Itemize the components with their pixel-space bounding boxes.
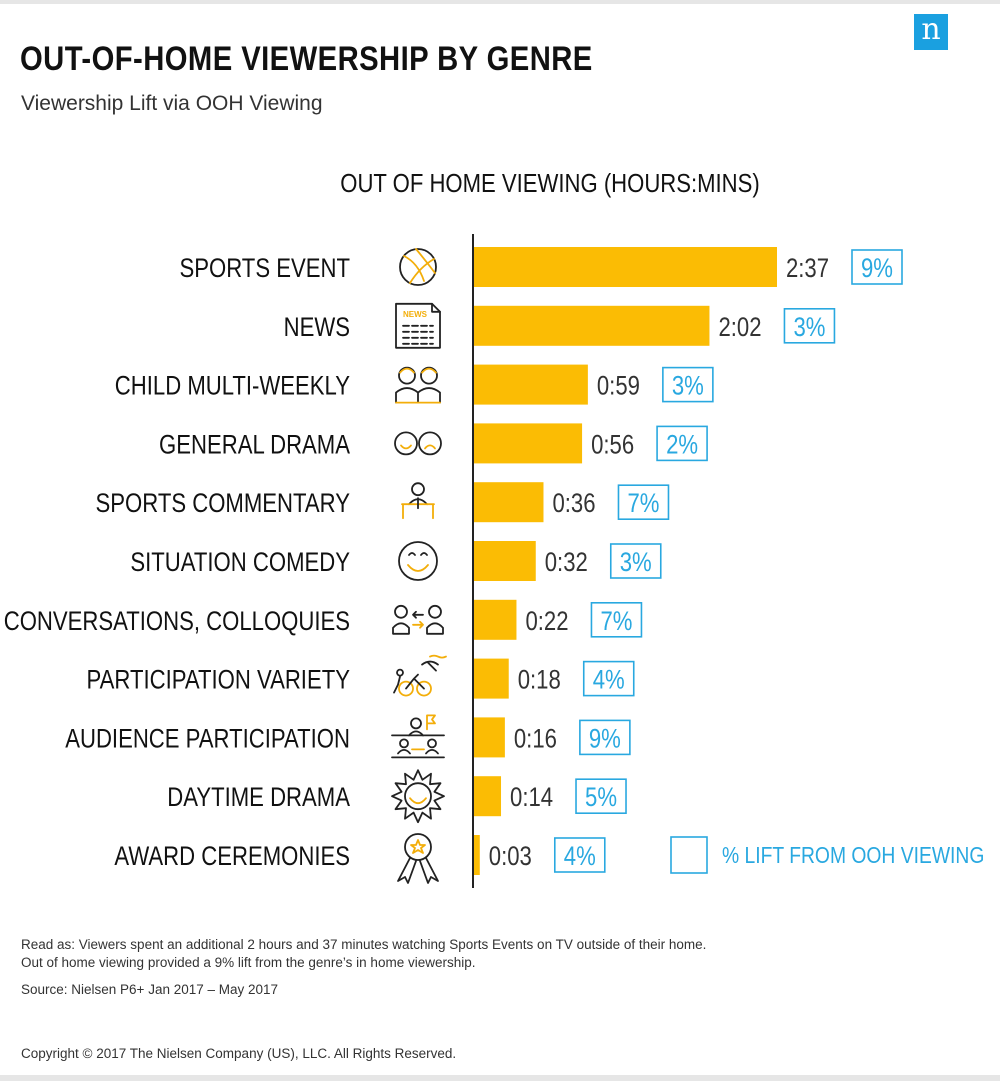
lift-label-daytime-drama: 5%: [585, 783, 617, 813]
triathlon-icon: [393, 654, 447, 697]
award-ribbon-icon: [397, 833, 439, 884]
lift-box-conversations-colloquies: [590, 601, 643, 638]
bar-participation-variety: [474, 658, 509, 699]
lift-box-sports-event: [851, 249, 903, 285]
lift-box-sports-commentary: [617, 484, 670, 521]
audience-icon: [391, 714, 445, 759]
bar-conversations-colloquies: [474, 599, 517, 640]
children-icon: [395, 366, 441, 404]
bar-child-multi-weekly: [474, 364, 588, 405]
bar-general-drama: [474, 423, 583, 464]
value-label-situation-comedy: 0:32: [545, 548, 588, 578]
lift-label-sports-commentary: 7%: [627, 489, 659, 519]
bar-sports-event: [474, 247, 777, 287]
svg-text:NEWS: NEWS: [403, 310, 428, 319]
page-title: OUT-OF-HOME VIEWERSHIP BY GENRE: [20, 40, 593, 78]
bar-award-ceremonies: [474, 835, 480, 875]
value-label-conversations-colloquies: 0:22: [525, 607, 568, 637]
value-label-sports-event: 2:37: [786, 254, 829, 284]
value-label-child-multi-weekly: 0:59: [597, 372, 640, 402]
lift-box-daytime-drama: [575, 778, 627, 815]
bar-situation-comedy: [474, 541, 536, 581]
lift-box-audience-participation: [579, 719, 631, 756]
value-label-participation-variety: 0:18: [518, 666, 561, 696]
lift-box-general-drama: [656, 425, 708, 462]
source-note: Source: Nielsen P6+ Jan 2017 – May 2017: [21, 982, 279, 997]
bar-daytime-drama: [474, 776, 502, 817]
category-label-conversations-colloquies: CONVERSATIONS, COLLOQUIES: [4, 607, 350, 637]
top-border: [0, 0, 1000, 4]
smiley-icon: [398, 541, 438, 581]
category-label-sports-commentary: SPORTS COMMENTARY: [96, 489, 350, 519]
newspaper-icon: NEWS: [395, 302, 441, 349]
chart-title: OUT OF HOME VIEWING (HOURS:MINS): [340, 168, 760, 198]
copyright-text: Copyright © 2017 The Nielsen Company (US…: [21, 1046, 457, 1061]
lift-box-child-multi-weekly: [662, 366, 714, 403]
lift-box-news: [783, 308, 836, 344]
category-label-situation-comedy: SITUATION COMEDY: [130, 548, 350, 578]
lift-label-sports-event: 9%: [861, 254, 893, 284]
category-label-child-multi-weekly: CHILD MULTI-WEEKLY: [115, 372, 350, 402]
conversation-icon: [392, 604, 444, 635]
bar-audience-participation: [474, 717, 505, 758]
lift-box-participation-variety: [582, 660, 635, 697]
category-label-participation-variety: PARTICIPATION VARIETY: [87, 666, 350, 696]
value-label-award-ceremonies: 0:03: [489, 842, 532, 872]
legend-swatch: [670, 836, 708, 874]
volleyball-icon: [399, 248, 437, 286]
value-label-daytime-drama: 0:14: [510, 783, 553, 813]
lift-label-news: 3%: [793, 313, 825, 343]
legend-label: % LIFT FROM OOH VIEWING: [722, 844, 984, 869]
lift-label-situation-comedy: 3%: [620, 548, 652, 578]
value-label-sports-commentary: 0:36: [552, 489, 595, 519]
bottom-border: [0, 1075, 1000, 1081]
lift-label-participation-variety: 4%: [593, 666, 625, 696]
bar-sports-commentary: [474, 482, 544, 523]
page-subtitle: Viewership Lift via OOH Viewing: [21, 92, 323, 115]
value-label-news: 2:02: [718, 313, 761, 343]
category-label-general-drama: GENERAL DRAMA: [159, 430, 350, 460]
bar-chart: SPORTS EVENT 2:37 9% NEWS NEWS 2:02 3% CHILD MU…: [4, 234, 984, 888]
category-label-award-ceremonies: AWARD CEREMONIES: [114, 842, 350, 872]
read-as-note-line-1: Read as: Viewers spent an additional 2 h…: [21, 937, 707, 952]
lift-label-award-ceremonies: 4%: [564, 842, 596, 872]
drama-faces-icon: [394, 431, 442, 456]
value-label-general-drama: 0:56: [591, 430, 634, 460]
commentator-icon: [401, 482, 435, 520]
read-as-note-line-2: Out of home viewing provided a 9% lift f…: [21, 955, 476, 970]
lift-label-general-drama: 2%: [666, 430, 698, 460]
bar-news: [474, 305, 710, 346]
category-label-sports-event: SPORTS EVENT: [180, 254, 350, 284]
lift-box-situation-comedy: [609, 543, 662, 579]
category-label-news: NEWS: [284, 313, 350, 343]
lift-box-award-ceremonies: [553, 837, 606, 873]
lift-label-child-multi-weekly: 3%: [672, 372, 704, 402]
category-label-audience-participation: AUDIENCE PARTICIPATION: [65, 724, 350, 754]
lift-label-conversations-colloquies: 7%: [600, 607, 632, 637]
category-label-daytime-drama: DAYTIME DRAMA: [167, 783, 350, 813]
value-label-audience-participation: 0:16: [514, 724, 557, 754]
sun-icon: [391, 769, 445, 824]
nielsen-logo: n: [914, 14, 948, 50]
lift-label-audience-participation: 9%: [589, 724, 621, 754]
